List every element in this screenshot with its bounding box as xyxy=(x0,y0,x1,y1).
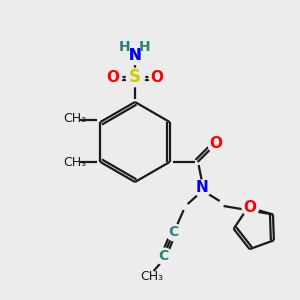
Text: N: N xyxy=(195,181,208,196)
Text: CH₃: CH₃ xyxy=(63,155,86,169)
Text: H: H xyxy=(119,40,131,54)
Text: O: O xyxy=(209,136,222,152)
Text: O: O xyxy=(151,70,164,85)
Text: C: C xyxy=(169,225,179,239)
Text: S: S xyxy=(129,68,141,86)
Text: O: O xyxy=(244,200,256,215)
Text: N: N xyxy=(129,47,141,62)
Text: C: C xyxy=(158,249,169,263)
Text: CH₃: CH₃ xyxy=(63,112,86,124)
Text: N: N xyxy=(129,47,141,62)
Text: O: O xyxy=(106,70,119,85)
Text: CH₃: CH₃ xyxy=(140,269,163,283)
Text: H: H xyxy=(139,40,151,54)
